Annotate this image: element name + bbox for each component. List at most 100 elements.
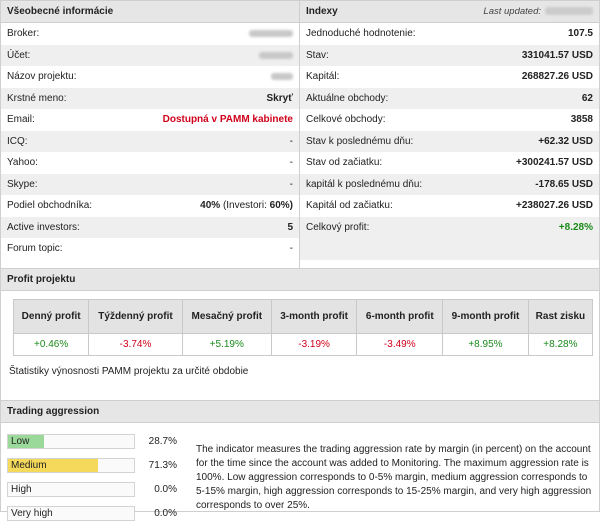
row-label: Yahoo: [7,157,38,169]
aggression-label: High [11,483,32,495]
info-row-account: Účet: [1,44,299,66]
row-label: Celkové obchody: [306,114,386,126]
general-info-title: Všeobecné informácie [7,6,114,17]
info-row-name: Krstné meno: Skryť [1,87,299,109]
profit-header-row: Denný profit Týždenný profit Mesačný pro… [12,299,594,334]
row-label: Broker: [7,28,40,40]
general-info-header: Všeobecné informácie [1,1,299,23]
aggression-percent: 71.3% [148,459,177,471]
row-label: Stav k poslednému dňu: [306,135,414,147]
index-row-open-trades: Aktuálne obchody: 62 [300,87,599,109]
row-label: Kapitál: [306,71,340,83]
aggression-level-medium: Medium 71.3% [7,453,182,477]
aggression-percent: 0.0% [154,483,177,495]
row-label: Skype: [7,178,38,190]
info-row-broker: Broker: [1,23,299,45]
trader-share-value: 40% (Investori: 60%) [200,200,293,211]
aggression-percent: 0.0% [154,507,177,519]
row-value: +238027.26 USD [515,200,593,212]
aggression-bar: High [7,481,135,497]
info-row-email: Email: Dostupná v PAMM kabinete [1,109,299,131]
row-label: Účet: [7,49,31,61]
index-title: Indexy [306,6,338,17]
profit-header: Rast zisku [527,299,594,334]
info-row-active-investors: Active investors: 5 [1,216,299,238]
aggression-level-low: Low 28.7% [7,429,182,453]
redacted-date [545,7,593,16]
row-value: +8.28% [558,221,593,233]
redacted-value [259,51,293,59]
info-row-project-name: Názov projektu: [1,66,299,88]
row-value: - [289,157,293,169]
row-label: Podiel obchodníka: [7,200,93,212]
profit-title: Profit projektu [7,274,76,285]
last-updated-label: Last updated: [483,6,541,17]
investor-share-label: (Investori: [222,200,267,212]
profit-header: 3-month profit [270,299,358,334]
name-value: Skryť [266,92,293,104]
info-row-skype: Skype: - [1,173,299,195]
row-value: 107.5 [567,28,593,40]
profit-header: 6-month profit [356,299,444,334]
row-value: 268827.26 USD [521,71,593,83]
row-value: -178.65 USD [535,178,593,190]
profit-value: +8.95% [442,333,529,356]
profit-header: Mesačný profit [181,299,272,334]
index-row-total-profit: Celkový profit: +8.28% [300,216,599,238]
row-value: 5 [287,221,293,233]
row-label: Stav od začiatku: [306,157,383,169]
profit-header: 9-month profit [442,299,529,334]
aggression-label: Low [11,435,30,447]
row-label: Email: [7,114,35,126]
profit-section: Denný profit Týždenný profit Mesačný pro… [1,291,599,401]
aggression-section-header: Trading aggression [1,401,599,423]
row-value: - [289,243,293,255]
profit-header: Týždenný profit [88,299,183,334]
row-value: 331041.57 USD [521,49,593,61]
aggression-title: Trading aggression [7,406,100,417]
index-header: Indexy Last updated: [300,1,599,23]
aggression-bar: Medium [7,457,135,473]
row-label: Krstné meno: [7,92,67,104]
row-label: ICQ: [7,135,28,147]
profit-value: +5.19% [181,333,272,356]
index-row-balance-start: Stav od začiatku: +300241.57 USD [300,152,599,174]
row-value: +300241.57 USD [515,157,593,169]
aggression-label: Medium [11,459,47,471]
index-row-balance: Stav: 331041.57 USD [300,44,599,66]
row-label: Aktuálne obchody: [306,92,389,104]
profit-value: +0.46% [12,333,90,356]
index-row-balance-day: Stav k poslednému dňu: +62.32 USD [300,130,599,152]
aggression-bars: Low 28.7% Medium 71.3% High 0.0% Very hi… [7,429,182,525]
trader-share: 40% [200,200,221,212]
aggression-percent: 28.7% [148,435,177,447]
index-row-total-trades: Celkové obchody: 3858 [300,109,599,131]
aggression-bar-fill [8,434,45,448]
profit-header: Denný profit [12,299,90,334]
profit-value-row: +0.46% -3.74% +5.19% -3.19% -3.49% +8.95… [12,333,594,356]
profit-value: +8.28% [527,333,594,356]
info-row-trader-share: Podiel obchodníka: 40% (Investori: 60%) [1,195,299,217]
aggression-section: Low 28.7% Medium 71.3% High 0.0% Very hi… [1,423,599,531]
row-label: Forum topic: [7,243,63,255]
row-label: Celkový profit: [306,221,370,233]
row-label: Active investors: [7,221,80,233]
row-value: +62.32 USD [538,135,593,147]
general-info-section: Všeobecné informácie Broker: Účet: Názov… [1,1,300,268]
row-value: - [289,178,293,190]
row-label: Kapitál od začiatku: [306,200,393,212]
profit-value: -3.74% [88,333,183,356]
investor-share: 60%) [269,200,293,212]
aggression-bar-fill [8,458,98,472]
email-link[interactable]: Dostupná v PAMM kabinete [162,114,293,126]
profit-value: -3.49% [356,333,444,356]
row-value: 3858 [570,114,593,126]
profit-note: Štatistiky výnosnosti PAMM projektu za u… [9,366,249,377]
index-row-empty [300,238,599,260]
index-row-equity-day: kapitál k poslednému dňu: -178.65 USD [300,173,599,195]
info-row-forum: Forum topic: - [1,238,299,260]
redacted-value [271,73,293,81]
row-label: Názov projektu: [7,71,77,83]
row-value: - [289,135,293,147]
aggression-label: Very high [11,507,53,519]
